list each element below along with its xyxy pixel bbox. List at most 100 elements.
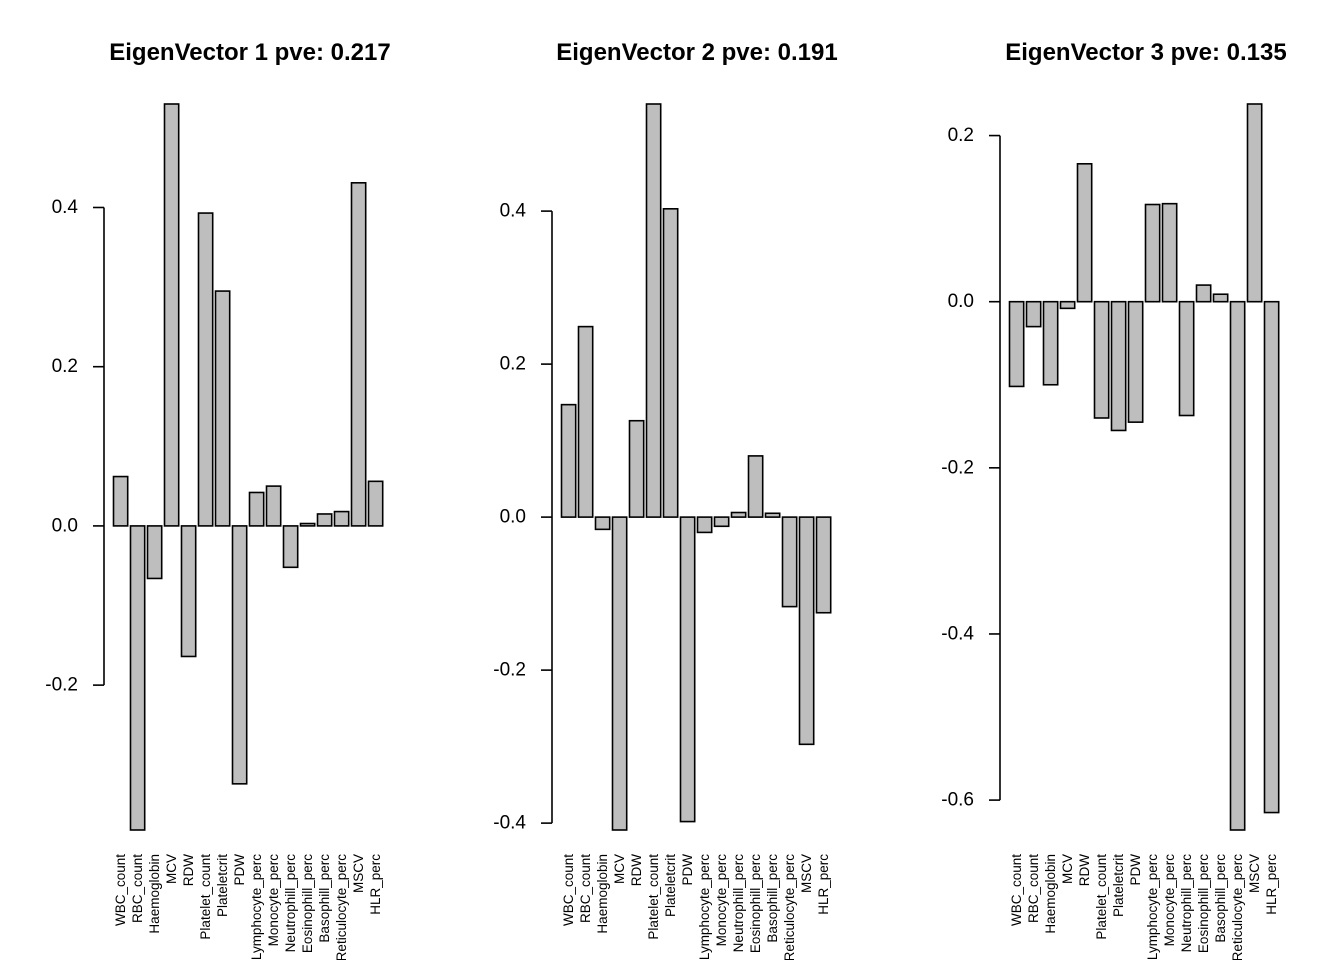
category-label: Neutrophill_perc	[1179, 854, 1194, 953]
bar-basophill-perc	[764, 512, 781, 518]
bar-haemoglobin	[594, 516, 611, 531]
y-tick-label: -0.4	[941, 623, 974, 644]
bar-platelet-count	[645, 103, 662, 518]
category-label: MCV	[164, 854, 179, 884]
category-label: PDW	[1128, 854, 1143, 886]
y-tick-label: 0.2	[948, 125, 974, 146]
bar-wbc-count	[560, 403, 577, 518]
bar-wbc-count	[1008, 300, 1025, 388]
category-label: Eosinophill_perc	[748, 854, 763, 953]
bar-monocyte-perc	[1161, 202, 1178, 303]
category-label: Basophill_perc	[765, 854, 780, 943]
category-label: MSCV	[351, 854, 366, 893]
category-label: Monocyte_perc	[714, 854, 729, 947]
category-label: Lymphocyte_perc	[697, 854, 712, 960]
y-tick-label: 0.0	[948, 291, 974, 312]
category-label: Plateletcrit	[663, 854, 678, 917]
bar-basophill-perc	[316, 513, 333, 527]
category-label: PDW	[680, 854, 695, 886]
y-tick-label: -0.4	[493, 813, 526, 834]
bar-platelet-count	[1093, 300, 1110, 419]
bar-mcv	[163, 103, 180, 527]
y-tick-label: 0.4	[500, 201, 527, 222]
category-label: RDW	[1077, 854, 1092, 886]
chart-panel-1: EigenVector 1 pve: 0.217 -0.2 0.0 0.2 0.4 WBC…	[45, 39, 390, 960]
category-label: Reticulocyte_perc	[1230, 854, 1245, 960]
bar-hlr-perc	[1263, 300, 1280, 814]
chart-panel-2: EigenVector 2 pve: 0.191 -0.4 -0.2 0.0 0.2 0.…	[493, 39, 837, 960]
category-label: RBC_count	[578, 854, 593, 923]
category-label: MCV	[1060, 854, 1075, 884]
y-tick-label: 0.4	[52, 197, 79, 218]
category-label: RBC_count	[1026, 854, 1041, 923]
category-label: Haemoglobin	[147, 854, 162, 934]
category-label: Platelet_count	[198, 854, 213, 940]
bar-mcv	[1059, 300, 1076, 310]
bar-plateletcrit	[214, 290, 231, 527]
bar-plateletcrit	[662, 208, 679, 518]
category-label: Platelet_count	[646, 854, 661, 940]
y-tick-label: -0.2	[493, 660, 526, 681]
category-label: Reticulocyte_perc	[334, 854, 349, 960]
bar-rdw	[180, 525, 197, 658]
category-label: Basophill_perc	[1213, 854, 1228, 943]
bar-neutrophill-perc	[282, 525, 299, 569]
category-label: HLR_perc	[368, 854, 383, 915]
category-label: MCV	[612, 854, 627, 884]
y-tick-label: 0.2	[500, 354, 526, 375]
category-label: WBC_count	[113, 854, 128, 926]
category-label: HLR_perc	[816, 854, 831, 915]
bar-reticulocyte-perc	[1229, 300, 1246, 831]
bar-monocyte-perc	[265, 485, 282, 527]
bar-lymphocyte-perc	[696, 516, 713, 534]
category-label: WBC_count	[561, 854, 576, 926]
bar-rbc-count	[577, 325, 594, 518]
category-label: WBC_count	[1009, 854, 1024, 926]
category-label: Platelet_count	[1094, 854, 1109, 940]
y-tick-label: -0.2	[45, 675, 78, 696]
bar-mscv	[350, 182, 367, 527]
category-label: Haemoglobin	[595, 854, 610, 934]
category-label: Neutrophill_perc	[731, 854, 746, 953]
category-label: Eosinophill_perc	[1196, 854, 1211, 953]
bar-reticulocyte-perc	[781, 516, 798, 608]
bar-pdw	[231, 525, 248, 785]
category-label: Lymphocyte_perc	[1145, 854, 1160, 960]
category-label: HLR_perc	[1264, 854, 1279, 915]
category-label: Basophill_perc	[317, 854, 332, 943]
chart-title: EigenVector 1 pve: 0.217	[109, 39, 390, 66]
y-tick-label: 0.0	[52, 515, 78, 536]
bar-neutrophill-perc	[730, 511, 747, 518]
bar-rbc-count	[129, 525, 146, 831]
category-label: MSCV	[1247, 854, 1262, 893]
category-label: Reticulocyte_perc	[782, 854, 797, 960]
category-label: Neutrophill_perc	[283, 854, 298, 953]
bar-hlr-perc	[815, 516, 832, 614]
bar-lymphocyte-perc	[248, 491, 265, 527]
bar-neutrophill-perc	[1178, 300, 1195, 417]
y-tick-label: 0.0	[500, 507, 526, 528]
category-label: Monocyte_perc	[1162, 854, 1177, 947]
y-tick-label: -0.2	[941, 457, 974, 478]
bar-lymphocyte-perc	[1144, 203, 1161, 303]
category-label: Monocyte_perc	[266, 854, 281, 947]
bar-hlr-perc	[367, 480, 384, 527]
bar-haemoglobin	[146, 525, 163, 580]
y-tick-label: -0.6	[941, 790, 974, 811]
category-label: RBC_count	[130, 854, 145, 923]
bar-reticulocyte-perc	[333, 510, 350, 527]
bar-wbc-count	[112, 475, 129, 527]
bar-pdw	[1127, 300, 1144, 423]
bar-pdw	[679, 516, 696, 823]
bar-rdw	[628, 419, 645, 518]
bar-mscv	[1246, 103, 1263, 303]
bar-mcv	[611, 516, 628, 831]
category-label: Plateletcrit	[1111, 854, 1126, 917]
bar-mscv	[798, 516, 815, 746]
bar-basophill-perc	[1212, 293, 1229, 303]
bar-platelet-count	[197, 212, 214, 527]
bar-rbc-count	[1025, 300, 1042, 328]
y-tick-label: 0.2	[52, 356, 78, 377]
category-label: RDW	[629, 854, 644, 886]
